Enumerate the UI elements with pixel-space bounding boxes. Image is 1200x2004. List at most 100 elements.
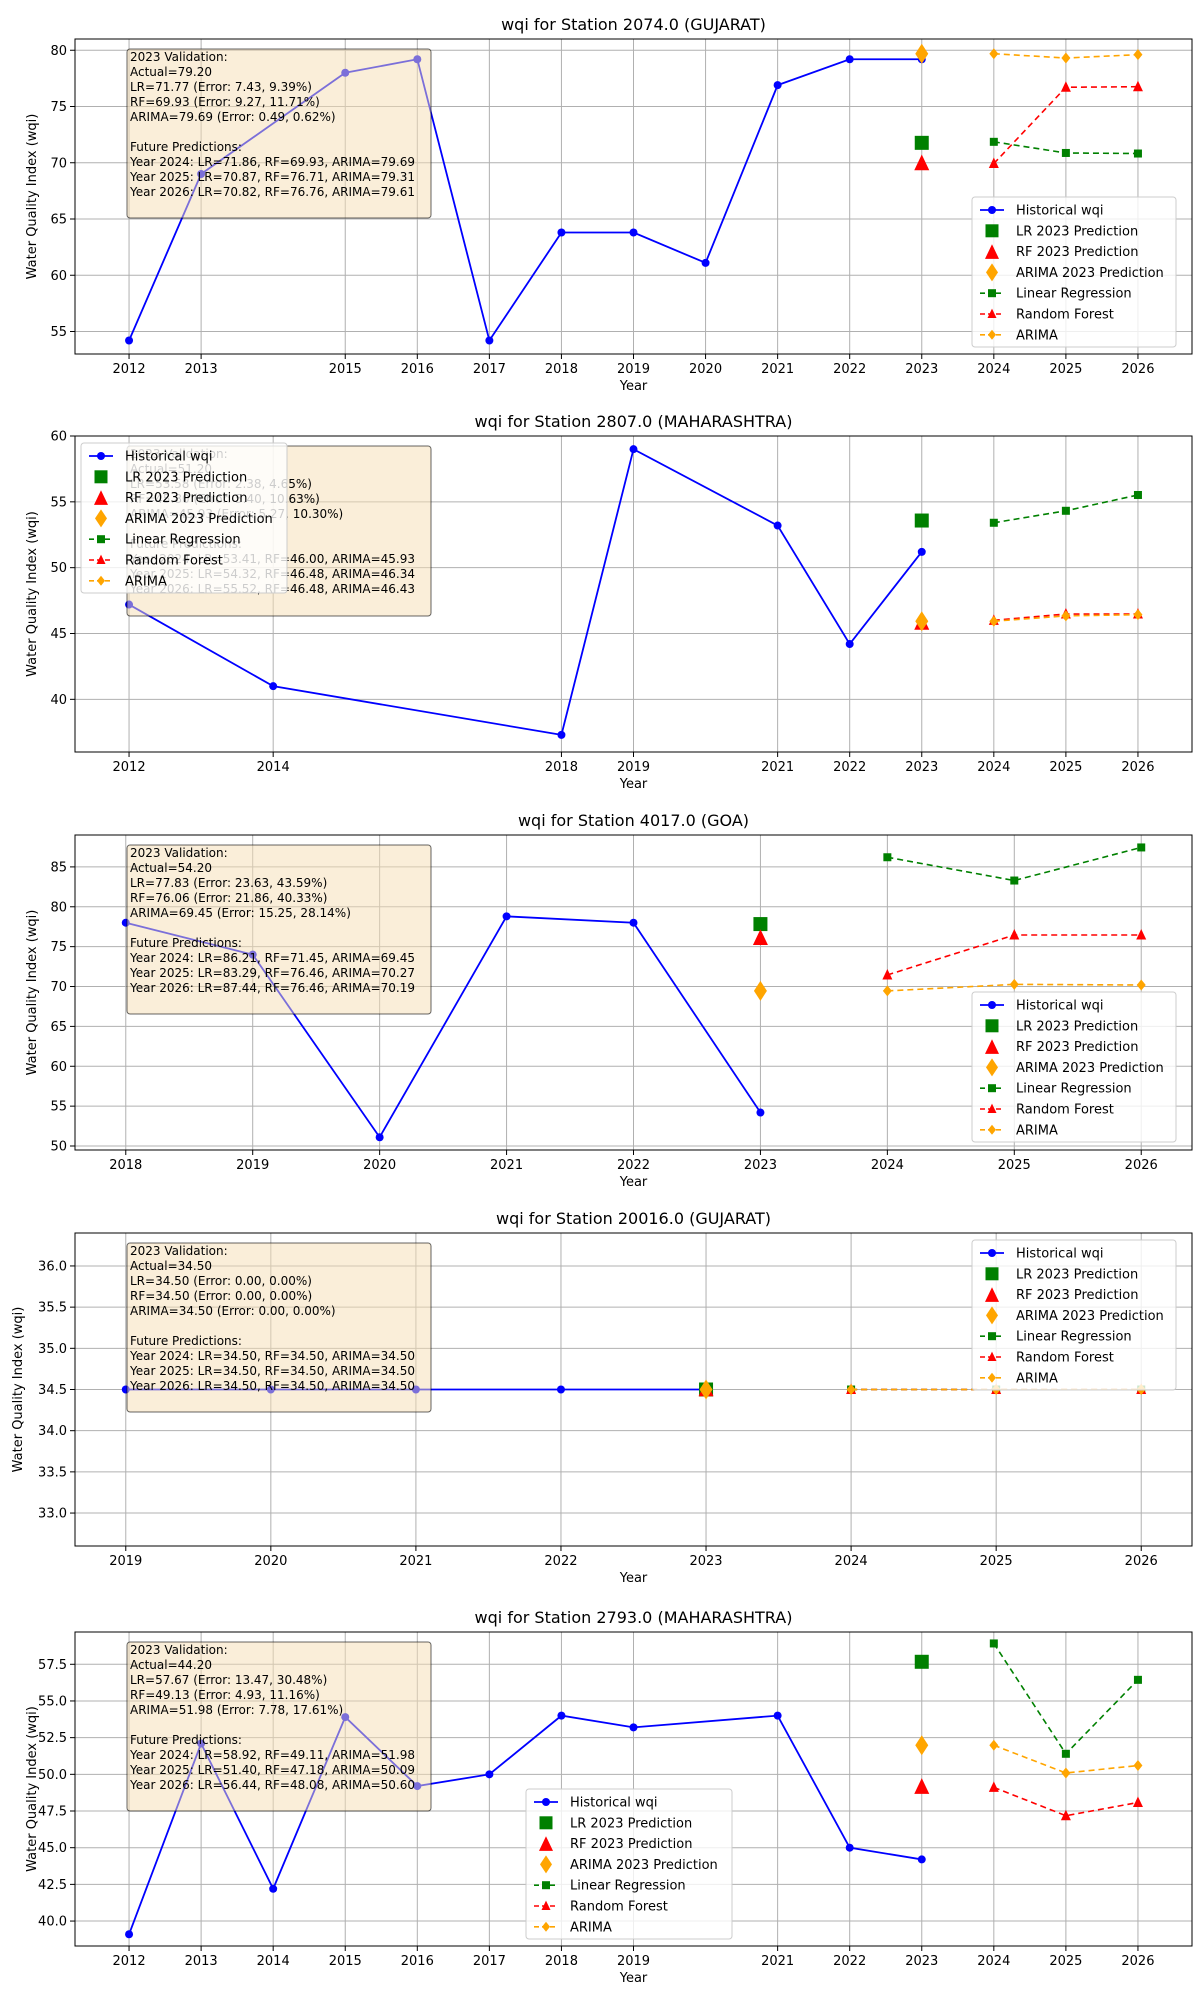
legend-marker	[542, 1881, 550, 1890]
x-tick-label: 2012	[113, 760, 146, 775]
y-tick-label: 40	[50, 693, 67, 708]
legend-marker	[985, 224, 999, 238]
legend-marker	[987, 1351, 997, 1362]
legend-label: Random Forest	[125, 554, 223, 569]
x-tick-label: 2016	[401, 1954, 434, 1969]
x-axis-label: Year	[619, 1571, 648, 1586]
y-axis-label: Water Quality Index (wqi)	[25, 511, 40, 677]
historical-point	[756, 1108, 765, 1117]
x-tick-label: 2026	[1125, 1158, 1158, 1173]
y-tick-label: 55	[50, 495, 67, 510]
legend-label: Random Forest	[1016, 1103, 1114, 1118]
annotation-line: RF=49.13 (Error: 4.93, 11.16%)	[130, 1688, 320, 1702]
chart-panel-5: wqi for Station 2793.0 (MAHARASHTRA) 2012…	[25, 1608, 1193, 1986]
y-axis-label: Water Quality Index (wqi)	[11, 1307, 26, 1473]
chart-panel-3: wqi for Station 4017.0 (GOA) 2018 2019 2020…	[25, 811, 1193, 1190]
forecast-point	[1132, 80, 1143, 92]
arima-2023-marker	[915, 611, 929, 632]
chart-panel-4: wqi for Station 20016.0 (GUJARAT) 2019 202…	[11, 1209, 1193, 1586]
series-linear-regression	[989, 137, 1142, 158]
annotation-line: Future Predictions:	[130, 1733, 242, 1747]
annotation-line: RF=76.06 (Error: 21.86, 40.33%)	[130, 891, 327, 905]
historical-point	[557, 1711, 566, 1720]
historical-point	[629, 1723, 638, 1732]
legend-marker	[986, 1058, 998, 1077]
annotation-line: ARIMA=79.69 (Error: 0.49, 0.62%)	[130, 110, 336, 124]
forecast-point	[989, 1739, 999, 1751]
chart-title: wqi for Station 4017.0 (GOA)	[518, 811, 749, 830]
chart-panel-1: wqi for Station 2074.0 (GUJARAT) 2012 2013…	[25, 15, 1193, 394]
annotation-background	[126, 1641, 432, 1812]
historical-point	[701, 258, 710, 267]
legend-label: ARIMA 2023 Prediction	[1016, 1309, 1164, 1324]
prediction-2023	[698, 1379, 714, 1400]
series-random-forest	[988, 1781, 1143, 1821]
annotation-line: LR=57.67 (Error: 13.47, 30.48%)	[130, 1673, 327, 1687]
forecast-point	[988, 157, 999, 169]
forecast-point	[846, 1384, 856, 1395]
legend-label: ARIMA 2023 Prediction	[1016, 266, 1164, 281]
x-tick-label: 2021	[761, 760, 794, 775]
legend-marker	[539, 1816, 553, 1830]
historical-point	[773, 81, 782, 90]
legend-marker	[988, 206, 996, 214]
series-linear-regression	[989, 490, 1142, 527]
historical-point	[485, 1770, 494, 1779]
forecast-point	[882, 985, 892, 997]
axes-frame	[74, 435, 1193, 753]
legend-marker	[988, 1332, 996, 1341]
legend-entry: RF 2023 Prediction	[94, 490, 247, 506]
legend-marker	[985, 244, 999, 259]
legend-entry: ARIMA	[980, 328, 1058, 343]
legend-entry: Linear Regression	[980, 1330, 1132, 1345]
legend-entry: Random Forest	[980, 1103, 1114, 1118]
annotation-line: Year 2026: LR=56.44, RF=48.08, ARIMA=50.…	[129, 1778, 415, 1792]
historical-point	[556, 1385, 565, 1394]
legend: Historical wqi LR 2023 Prediction RF 2023 …	[971, 1239, 1177, 1391]
legend-entry: RF 2023 Prediction	[985, 1287, 1138, 1303]
series-linear-regression	[883, 843, 1146, 885]
x-tick-label: 2022	[544, 1554, 577, 1569]
y-tick-label: 47.5	[38, 1805, 67, 1820]
annotation-background	[126, 1242, 432, 1413]
historical-point	[125, 336, 134, 345]
annotation-line: Year 2024: LR=71.86, RF=69.93, ARIMA=79.…	[129, 155, 415, 169]
legend: Historical wqi LR 2023 Prediction RF 2023 …	[971, 196, 1177, 348]
legend-entry: Random Forest	[980, 1351, 1114, 1366]
y-tick-label: 65	[50, 213, 67, 228]
legend-marker	[540, 1855, 552, 1874]
legend-marker	[97, 452, 105, 460]
legend-marker	[542, 1798, 550, 1806]
historical-point	[269, 1884, 278, 1893]
forecast-line	[887, 846, 1142, 882]
annotation-line: LR=71.77 (Error: 7.43, 9.39%)	[130, 80, 312, 94]
annotation-line: Actual=34.50	[130, 1259, 212, 1273]
legend-entry: LR 2023 Prediction	[94, 470, 247, 485]
forecast-point	[989, 48, 999, 60]
legend-entry: LR 2023 Prediction	[985, 224, 1138, 239]
legend-marker	[97, 575, 105, 586]
annotation-line: Year 2026: LR=70.82, RF=76.76, ARIMA=79.…	[129, 185, 415, 199]
lr-2023-marker	[753, 917, 768, 932]
historical-point	[773, 521, 782, 530]
legend-marker	[988, 1372, 996, 1383]
y-tick-label: 40.0	[38, 1915, 67, 1930]
x-tick-label: 2023	[905, 760, 938, 775]
x-tick-label: 2021	[490, 1158, 523, 1173]
y-tick-label: 65	[50, 1020, 67, 1035]
x-tick-label: 2021	[761, 1954, 794, 1969]
x-tick-label: 2024	[977, 1954, 1010, 1969]
legend-label: Linear Regression	[1016, 287, 1132, 302]
forecast-point	[883, 853, 892, 862]
legend-label: ARIMA	[1016, 328, 1058, 343]
legend-entry: RF 2023 Prediction	[985, 1039, 1138, 1055]
y-tick-label: 57.5	[38, 1658, 67, 1673]
legend-marker	[987, 308, 997, 319]
forecast-point	[1061, 148, 1070, 157]
legend-marker	[988, 289, 996, 298]
legend-entry: Random Forest	[980, 308, 1114, 323]
forecast-point	[1132, 1796, 1143, 1807]
historical-point	[502, 912, 511, 921]
forecast-point	[1060, 81, 1071, 92]
